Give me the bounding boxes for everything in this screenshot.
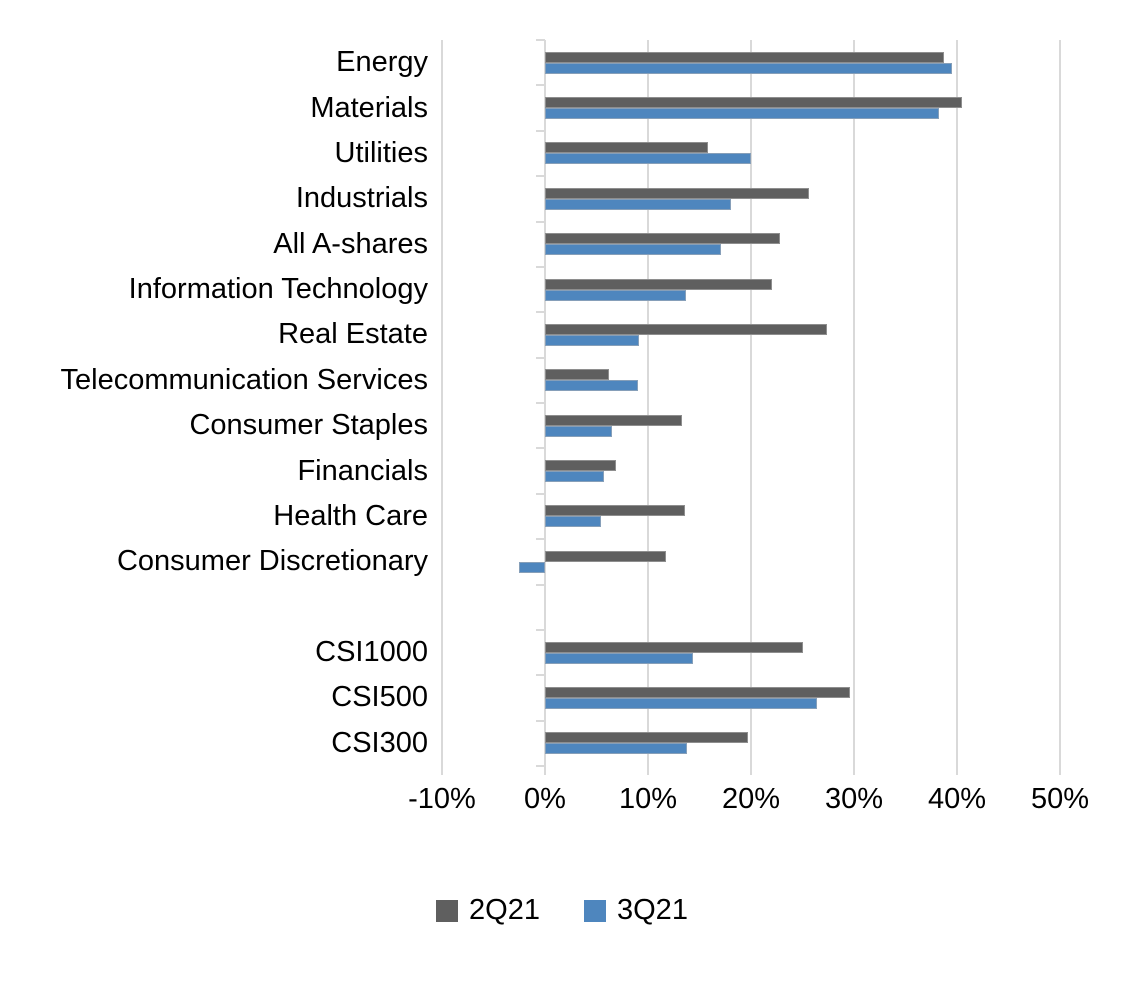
bar-2q21-telecommunication-services	[545, 369, 609, 381]
gridline	[441, 40, 443, 766]
category-axis-tick	[536, 84, 545, 87]
category-label: Financials	[297, 454, 428, 487]
category-label: Consumer Staples	[189, 409, 428, 442]
plot-area	[441, 39, 1061, 775]
category-label: Industrials	[295, 182, 428, 215]
category-axis-tick	[536, 356, 545, 359]
bar-3q21-csi300	[545, 743, 688, 755]
x-tick-label: 30%	[824, 783, 884, 815]
category-label: All A-shares	[273, 227, 428, 260]
legend: 2Q21 3Q21	[0, 896, 1124, 925]
bar-2q21-consumer-discretionary	[545, 550, 666, 562]
bar-2q21-all-a-shares	[545, 233, 780, 245]
category-axis-tick	[536, 447, 545, 450]
legend-swatch-2q21	[436, 899, 459, 922]
category-axis-tick	[536, 628, 545, 631]
category-label: Utilities	[334, 136, 428, 169]
bar-3q21-materials	[545, 108, 940, 120]
bar-2q21-materials	[545, 97, 963, 109]
gridline	[956, 40, 958, 766]
x-tick-label: 50%	[1030, 783, 1090, 815]
x-axis-tick	[1059, 766, 1061, 775]
category-label: CSI1000	[315, 636, 428, 669]
bar-3q21-health-care	[545, 516, 601, 528]
category-axis-tick	[536, 402, 545, 404]
category-axis-tick	[536, 492, 545, 495]
category-label: Information Technology	[128, 273, 428, 306]
gridline	[647, 40, 649, 766]
bar-2q21-health-care	[545, 505, 686, 517]
bar-2q21-real-estate	[545, 323, 828, 335]
bar-3q21-information-technology	[545, 289, 687, 301]
bar-2q21-energy	[545, 51, 944, 63]
category-label: Consumer Discretionary	[116, 545, 428, 578]
legend-label: 2Q21	[469, 894, 540, 926]
bar-2q21-csi300	[545, 732, 748, 744]
x-tick-label: 40%	[927, 783, 987, 815]
x-axis-tick	[441, 766, 443, 775]
gridline	[750, 40, 752, 766]
x-tick-label: -10%	[408, 783, 476, 815]
bar-2q21-information-technology	[545, 278, 772, 290]
bar-2q21-utilities	[545, 142, 708, 154]
legend-label: 3Q21	[617, 894, 688, 926]
category-axis-tick	[536, 311, 545, 314]
category-label: Health Care	[273, 499, 428, 532]
category-axis-tick	[536, 674, 545, 677]
legend-swatch-3q21	[584, 899, 606, 922]
category-axis-tick	[536, 175, 545, 178]
x-axis-tick	[750, 766, 752, 775]
x-axis-tick	[956, 766, 958, 775]
category-axis-tick	[536, 719, 545, 722]
bar-2q21-csi500	[545, 686, 850, 698]
category-axis-tick	[536, 538, 545, 541]
category-axis-tick	[536, 39, 545, 41]
x-axis-tick	[647, 766, 649, 775]
bar-2q21-financials	[545, 460, 617, 472]
bar-3q21-csi1000	[545, 652, 694, 664]
bar-3q21-telecommunication-services	[545, 380, 638, 392]
category-axis-tick	[536, 220, 545, 223]
gridline	[1059, 40, 1061, 766]
bar-2q21-consumer-staples	[545, 414, 682, 426]
category-label: Real Estate	[278, 318, 428, 351]
value-axis-line	[544, 40, 546, 766]
category-label: Telecommunication Services	[60, 363, 428, 396]
x-tick-label: 10%	[618, 783, 678, 815]
category-label: CSI300	[331, 726, 428, 759]
x-axis-tick	[853, 766, 855, 775]
category-axis-tick	[536, 265, 545, 268]
x-tick-label: 0%	[524, 783, 566, 815]
bar-3q21-consumer-staples	[545, 425, 612, 437]
bar-3q21-industrials	[545, 198, 732, 210]
category-label: Materials	[310, 91, 428, 124]
x-axis-tick	[544, 766, 546, 775]
category-axis-tick	[536, 765, 545, 767]
bar-3q21-consumer-discretionary	[519, 561, 545, 573]
x-tick-label: 20%	[721, 783, 781, 815]
bar-3q21-financials	[545, 471, 604, 483]
bar-3q21-csi500	[545, 697, 817, 709]
gridline	[853, 40, 855, 766]
category-axis-tick	[536, 583, 545, 586]
category-label	[0, 585, 428, 630]
category-label: CSI500	[331, 681, 428, 714]
bar-2q21-industrials	[545, 187, 809, 199]
category-label: Energy	[336, 46, 428, 79]
legend-entry-2q21: 2Q21	[436, 896, 540, 925]
bar-3q21-all-a-shares	[545, 244, 722, 256]
bar-3q21-utilities	[545, 153, 751, 165]
category-axis-tick	[536, 129, 545, 132]
bar-2q21-csi1000	[545, 641, 803, 653]
legend-entry-3q21: 3Q21	[584, 896, 688, 925]
bar-3q21-energy	[545, 62, 952, 74]
bar-3q21-real-estate	[545, 334, 639, 346]
